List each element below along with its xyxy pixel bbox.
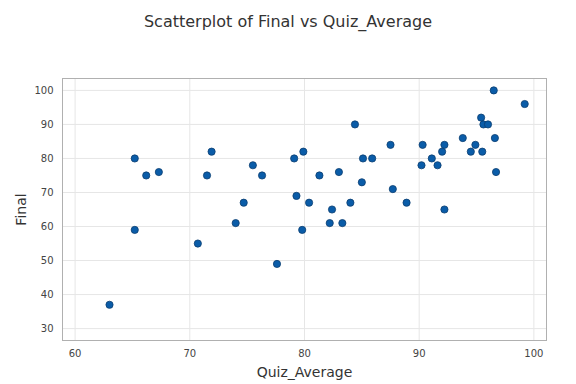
svg-text:100: 100	[524, 348, 543, 359]
svg-text:90: 90	[41, 119, 54, 130]
svg-text:60: 60	[69, 348, 82, 359]
svg-text:Quiz_Average: Quiz_Average	[257, 364, 353, 380]
svg-text:60: 60	[41, 221, 54, 232]
svg-text:80: 80	[41, 153, 54, 164]
svg-text:40: 40	[41, 289, 54, 300]
svg-text:100: 100	[34, 85, 53, 96]
svg-text:50: 50	[41, 255, 54, 266]
svg-text:90: 90	[413, 348, 426, 359]
svg-text:70: 70	[41, 187, 54, 198]
svg-text:30: 30	[41, 323, 54, 334]
svg-text:Final: Final	[13, 193, 29, 225]
svg-text:70: 70	[183, 348, 196, 359]
html-text:Scatterplot of Final vs Quiz_A: Scatterplot of Final vs Quiz_Average	[143, 12, 433, 31]
svg-text:80: 80	[298, 348, 311, 359]
